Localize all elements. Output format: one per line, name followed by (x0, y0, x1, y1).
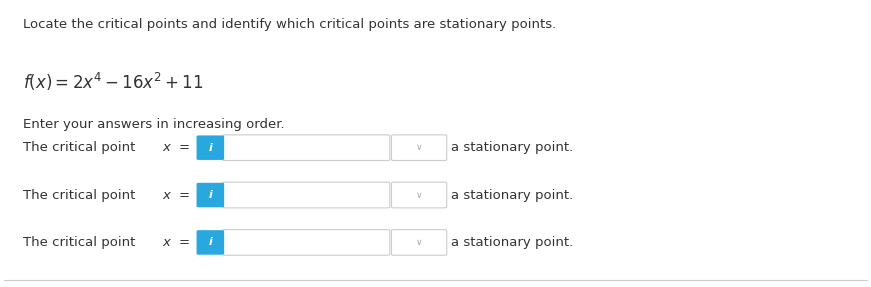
Text: The critical point: The critical point (24, 141, 136, 154)
Text: Enter your answers in increasing order.: Enter your answers in increasing order. (24, 119, 285, 131)
Text: The critical point: The critical point (24, 189, 136, 201)
Text: ∨: ∨ (415, 143, 422, 152)
Text: i: i (208, 190, 213, 200)
FancyBboxPatch shape (197, 135, 224, 160)
Text: i: i (208, 237, 213, 247)
Text: $x$: $x$ (162, 189, 172, 201)
Text: $f(x) = 2x^4 - 16x^2 + 11$: $f(x) = 2x^4 - 16x^2 + 11$ (24, 71, 204, 93)
FancyBboxPatch shape (391, 230, 447, 255)
Text: =: = (179, 141, 189, 154)
FancyBboxPatch shape (222, 230, 390, 255)
Text: =: = (179, 236, 189, 249)
Text: a stationary point.: a stationary point. (451, 141, 573, 154)
Text: a stationary point.: a stationary point. (451, 189, 573, 201)
Text: =: = (179, 189, 189, 201)
Text: a stationary point.: a stationary point. (451, 236, 573, 249)
FancyBboxPatch shape (391, 182, 447, 208)
Text: $x$: $x$ (162, 141, 172, 154)
FancyBboxPatch shape (222, 182, 390, 208)
FancyBboxPatch shape (222, 135, 390, 160)
FancyBboxPatch shape (197, 230, 224, 255)
FancyBboxPatch shape (391, 135, 447, 160)
Text: i: i (208, 143, 213, 153)
Text: ∨: ∨ (415, 191, 422, 199)
Text: ∨: ∨ (415, 238, 422, 247)
FancyBboxPatch shape (197, 183, 224, 207)
Text: Locate the critical points and identify which critical points are stationary poi: Locate the critical points and identify … (24, 18, 557, 31)
Text: The critical point: The critical point (24, 236, 136, 249)
Text: $x$: $x$ (162, 236, 172, 249)
